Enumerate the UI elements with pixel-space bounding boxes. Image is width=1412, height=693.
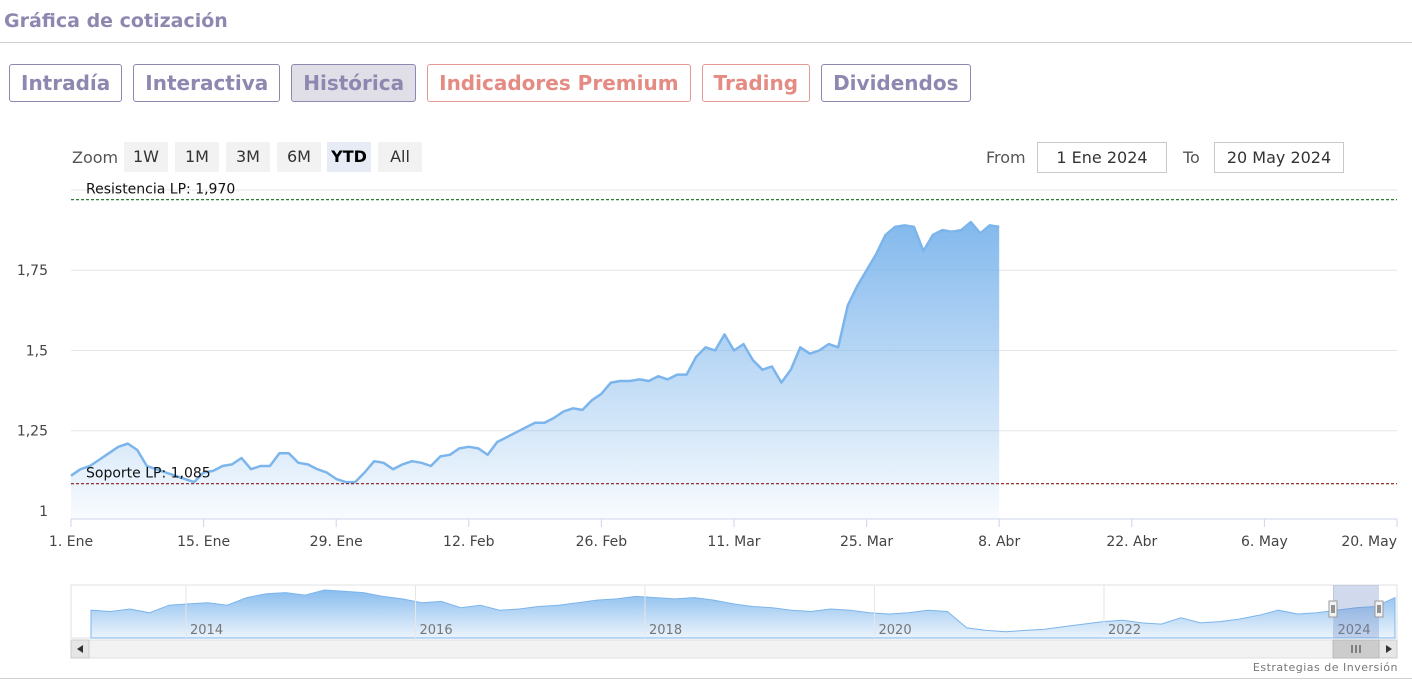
zoom-1w-button[interactable]: 1W [124,142,168,172]
bottom-divider [0,678,1412,679]
navigator-left-handle[interactable] [1328,600,1338,618]
range-from-label: From [986,148,1026,167]
arrow-left-icon [77,645,83,653]
tab-dividendos[interactable]: Dividendos [821,64,971,102]
price-line [70,220,1000,484]
scrollbar-track[interactable] [70,639,1398,659]
arrow-right-icon [1386,645,1392,653]
x-axis: 1. Ene 15. Ene 29. Ene 12. Feb 26. Feb 11. Ma… [49,518,1398,550]
zoom-6m-button[interactable]: 6M [277,142,321,172]
x-tick-label: 15. Ene [177,534,230,550]
tab-indicadores-premium[interactable]: Indicadores Premium [427,64,691,102]
x-tick-label: 25. Mar [840,534,893,550]
zoom-label: Zoom [72,148,119,167]
navigator-year-label: 2020 [879,623,912,638]
x-tick-label: 8. Abr [978,534,1020,550]
tab-trading[interactable]: Trading [701,64,811,102]
x-tick-label: 12. Feb [443,534,495,550]
page-title: Gráfica de cotización [4,10,228,32]
x-tick-label: 29. Ene [310,534,363,550]
tab-interactiva[interactable]: Interactiva [133,64,281,102]
x-tick-label: 1. Ene [49,534,93,550]
chart-credit: Estrategias de Inversión [1252,661,1398,674]
range-to-label: To [1183,148,1200,167]
zoom-all-button[interactable]: All [378,142,422,172]
navigator-right-handle[interactable] [1374,600,1384,618]
x-tick-label: 20. May [1341,534,1397,550]
navigator[interactable]: 2014 2016 2018 2020 2022 2024 [70,584,1398,659]
tab-historica[interactable]: Histórica [291,64,417,102]
range-to-input[interactable]: 20 May 2024 [1214,142,1344,173]
y-tick-label: 1,25 [17,424,48,440]
title-divider [0,42,1412,43]
price-series [70,220,1000,519]
zoom-1m-button[interactable]: 1M [175,142,219,172]
tab-bar: Intradía Interactiva Histórica Indicador… [9,64,982,102]
price-area [71,222,1000,519]
range-from-input[interactable]: 1 Ene 2024 [1037,142,1167,173]
navigator-year-label: 2018 [649,623,682,638]
zoom-ytd-button[interactable]: YTD [327,142,371,172]
y-tick-label: 1,5 [26,343,48,359]
y-tick-label: 1 [39,504,48,520]
reference-lines: Resistencia LP: 1,970 Soporte LP: 1,085 [71,182,1397,485]
navigator-year-label: 2014 [190,623,223,638]
x-tick-label: 26. Feb [576,534,628,550]
x-tick-label: 22. Abr [1106,534,1157,550]
support-line-label: Soporte LP: 1,085 [86,466,211,482]
y-axis: 1 1,25 1,5 1,75 [17,263,48,520]
navigator-year-label: 2016 [420,623,453,638]
resistance-line-label: Resistencia LP: 1,970 [86,182,235,198]
navigator-year-label: 2024 [1338,623,1371,638]
navigator-area [90,589,1396,639]
y-tick-label: 1,75 [17,263,48,279]
navigator-year-label: 2022 [1108,623,1141,638]
zoom-3m-button[interactable]: 3M [226,142,270,172]
tab-intradia[interactable]: Intradía [9,64,123,102]
x-tick-label: 6. May [1241,534,1288,550]
navigator-selection [1333,585,1379,638]
x-tick-label: 11. Mar [707,534,760,550]
